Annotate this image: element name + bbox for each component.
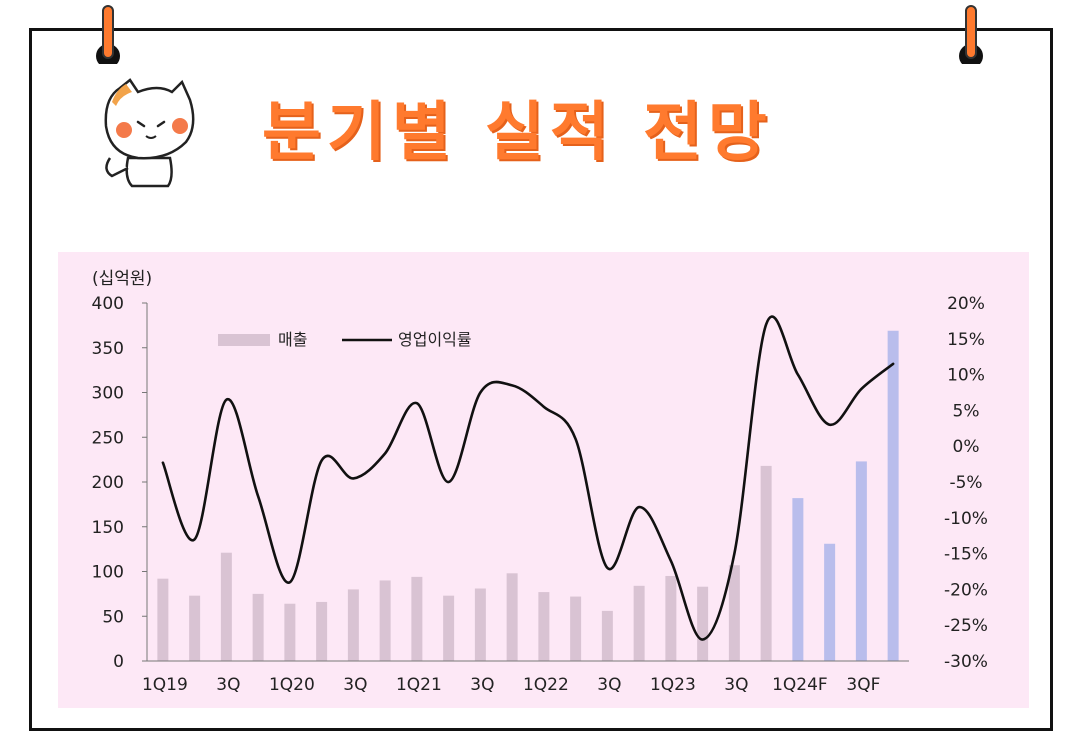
y-right-tick-label: 20% <box>947 294 985 314</box>
bar-sales-4Q23 <box>760 465 772 661</box>
bar-sales-4Q22 <box>633 585 645 661</box>
y-right-tick-label: 10% <box>947 366 985 386</box>
bar-sales-2Q22 <box>570 596 582 661</box>
bar-sales-2Q20 <box>316 601 328 661</box>
binder-ring-icon <box>96 5 120 64</box>
y-right-tick-label: 15% <box>947 330 985 350</box>
x-tick-label: 3Q <box>216 675 240 695</box>
y-left-tick-label: 400 <box>92 294 124 314</box>
y-right-tick-label: -20% <box>944 580 988 600</box>
y-left-tick-label: 0 <box>113 652 124 672</box>
x-tick-label: 1Q22 <box>523 675 569 695</box>
y-left-tick-label: 350 <box>92 339 124 359</box>
bar-sales-1Q22 <box>538 592 550 661</box>
y-left-tick-label: 150 <box>92 518 124 538</box>
y-left-tick-label: 200 <box>92 473 124 493</box>
x-tick-label: 1Q21 <box>396 675 442 695</box>
y-left-tick-label: 100 <box>92 563 124 583</box>
legend: 매출 영업이익률 <box>218 330 472 349</box>
y-right-tick-label: -15% <box>944 545 988 565</box>
bar-sales-1Q23 <box>665 575 677 661</box>
bar-sales-4Q19 <box>252 593 264 661</box>
cat-mascot-icon <box>104 78 195 188</box>
x-tick-label: 3Q <box>470 675 494 695</box>
y-left-tick-label: 50 <box>102 607 124 627</box>
bar-sales-3Q19 <box>220 552 232 661</box>
y-right-tick-label: 0% <box>953 437 980 457</box>
x-tick-label: 3QF <box>846 675 880 695</box>
x-tick-label: 1Q24F <box>772 675 828 695</box>
bar-sales-1Q19 <box>157 578 169 661</box>
y-left-tick-label: 300 <box>92 384 124 404</box>
bar-sales-4Q24F <box>887 330 899 661</box>
x-tick-label: 3Q <box>343 675 367 695</box>
bar-sales-2Q23 <box>697 586 709 661</box>
x-tick-label: 3Q <box>597 675 621 695</box>
x-tick-label: 1Q19 <box>142 675 188 695</box>
bar-sales-3Q21 <box>474 588 486 661</box>
series-line-operating-margin <box>161 315 895 641</box>
bar-sales-2Q24F <box>824 543 836 661</box>
y-left-unit-label: (십억원) <box>92 269 152 289</box>
bar-sales-3Q24F <box>855 461 867 661</box>
bar-sales-1Q21 <box>411 576 423 661</box>
bar-sales-2Q19 <box>189 595 201 661</box>
x-tick-label: 1Q20 <box>269 675 315 695</box>
binder-ring-icon <box>959 5 983 64</box>
x-tick-label: 3Q <box>724 675 748 695</box>
bar-sales-3Q20 <box>347 589 359 661</box>
bar-sales-3Q23 <box>728 565 740 661</box>
y-right-tick-label: -25% <box>944 616 988 636</box>
y-left-tick-label: 250 <box>92 428 124 448</box>
bar-sales-4Q21 <box>506 573 518 661</box>
legend-label-sales: 매출 <box>278 330 307 349</box>
y-right-tick-label: -30% <box>944 652 988 672</box>
bar-sales-3Q22 <box>601 610 613 661</box>
chart-panel: (십억원) 0 50 100 150 200 250 300 350 400 -30% -25% -… <box>58 252 1029 708</box>
y-right-tick-label: -10% <box>944 509 988 529</box>
y-right-tick-label: 5% <box>953 401 980 421</box>
y-right-tick-label: -5% <box>949 473 982 493</box>
bar-sales-1Q24F <box>792 498 804 661</box>
legend-label-margin: 영업이익률 <box>398 330 472 349</box>
bar-sales-1Q20 <box>284 603 296 661</box>
x-tick-label: 1Q23 <box>650 675 696 695</box>
legend-swatch-sales <box>218 334 270 346</box>
page-title: 분기별 실적 전망 <box>262 96 773 170</box>
bar-sales-2Q21 <box>443 595 455 661</box>
sales-margin-chart: (십억원) 0 50 100 150 200 250 300 350 400 -30% -25% -… <box>92 269 988 695</box>
bar-sales-4Q20 <box>379 580 391 661</box>
